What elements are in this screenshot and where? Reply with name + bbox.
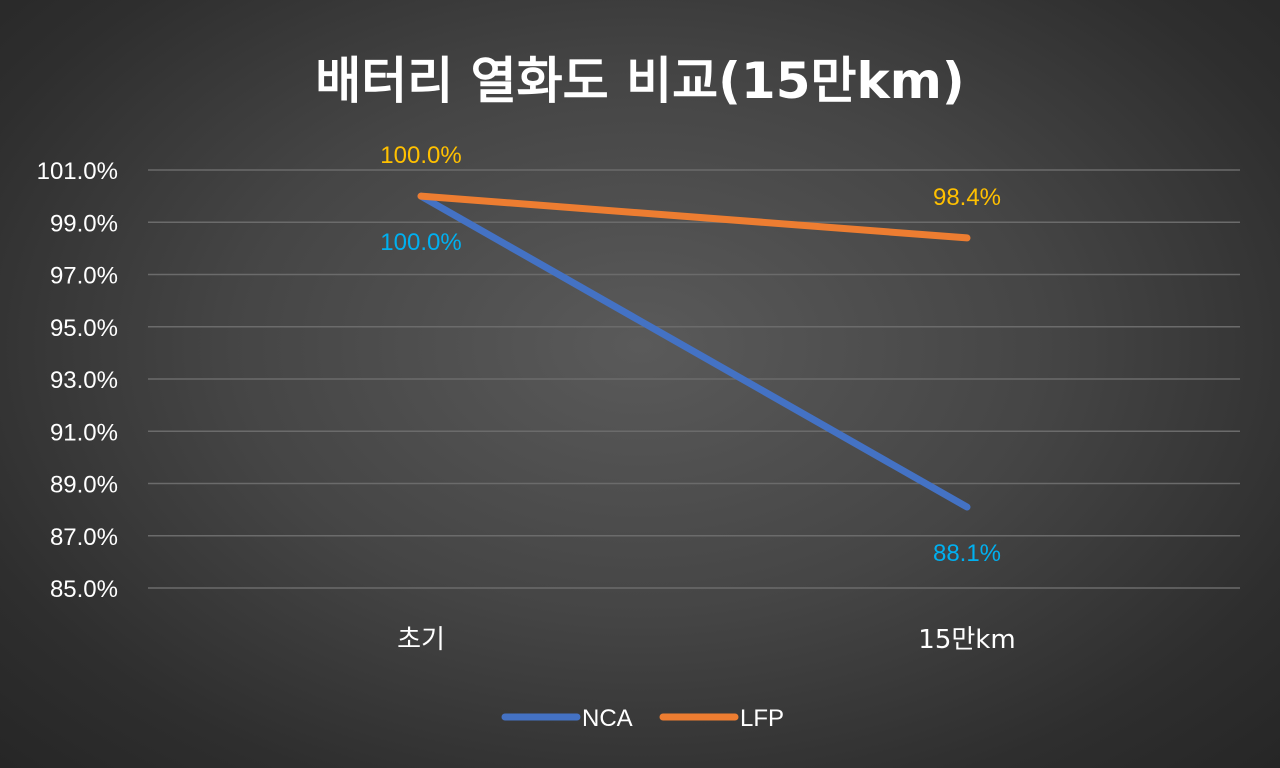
y-tick-label: 97.0% bbox=[50, 263, 118, 290]
legend-label-lfp: LFP bbox=[740, 705, 784, 732]
legend: NCA LFP bbox=[501, 705, 784, 732]
data-label-nca: 100.0% bbox=[380, 229, 461, 256]
gridlines bbox=[148, 169, 1240, 589]
legend-label-nca: NCA bbox=[582, 705, 633, 732]
x-category-label: 15만km bbox=[918, 625, 1015, 655]
x-axis-category-labels: 초기 15만km bbox=[397, 625, 1016, 655]
y-axis-tick-labels: 101.0% 99.0% 97.0% 95.0% 93.0% 91.0% 89.0% 87.0… bbox=[37, 158, 118, 603]
x-category-label: 초기 bbox=[397, 625, 445, 655]
y-tick-label: 95.0% bbox=[50, 315, 118, 342]
series-line-nca bbox=[417, 192, 971, 511]
y-tick-label: 99.0% bbox=[50, 210, 118, 237]
y-tick-label: 89.0% bbox=[50, 472, 118, 499]
y-tick-label: 85.0% bbox=[50, 576, 118, 603]
y-tick-label: 87.0% bbox=[50, 524, 118, 551]
data-label-lfp: 100.0% bbox=[380, 142, 461, 169]
y-tick-label: 101.0% bbox=[37, 158, 118, 185]
series-lines bbox=[417, 192, 971, 511]
y-tick-label: 93.0% bbox=[50, 367, 118, 394]
y-tick-label: 91.0% bbox=[50, 419, 118, 446]
chart-title: 배터리 열화도 비교(15만km) bbox=[315, 52, 964, 110]
data-labels: 100.0% 88.1% 100.0% 98.4% bbox=[380, 142, 1001, 567]
data-label-nca: 88.1% bbox=[933, 540, 1001, 567]
data-label-lfp: 98.4% bbox=[933, 184, 1001, 211]
series-line-lfp bbox=[417, 192, 971, 242]
